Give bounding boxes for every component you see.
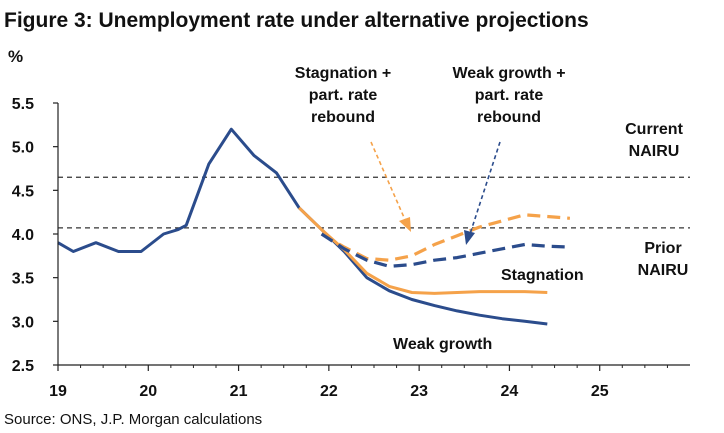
- y-tick-label-3.0: 3.0: [12, 314, 34, 331]
- x-tick-label-21: 21: [230, 383, 248, 400]
- y-tick-label-3.5: 3.5: [12, 271, 34, 288]
- reference-lines: [58, 176, 690, 229]
- x-tick-label-23: 23: [410, 383, 428, 400]
- x-tick-label-24: 24: [501, 383, 519, 400]
- label-weak-growth: Weak growth: [393, 336, 492, 353]
- weak-growth-rebound-arrow: [469, 141, 501, 235]
- y-tick-label-4.5: 4.5: [12, 183, 34, 200]
- y-tick-label-5.5: 5.5: [12, 96, 34, 113]
- label-stagnation-rebound: Stagnation + part. rate rebound: [295, 65, 391, 126]
- y-tick-label-4.0: 4.0: [12, 227, 34, 244]
- weak-growth-rebound-arrowhead: [464, 230, 475, 245]
- label-current-nairu: Current NAIRU: [625, 121, 683, 160]
- series-line-0: [57, 127, 548, 326]
- chart-title: Figure 3: Unemployment rate under altern…: [4, 9, 589, 32]
- x-ticks: 19 20 21 22 23 24 25: [49, 365, 668, 400]
- y-tick-label-2.5: 2.5: [12, 358, 34, 375]
- series-line-2: [320, 213, 571, 262]
- source-note: Source: ONS, J.P. Morgan calculations: [4, 411, 262, 428]
- series-line-3: [320, 232, 570, 268]
- label-weak-growth-rebound: Weak growth + part. rate rebound: [452, 65, 565, 126]
- y-ticks: 2.5 3.0 3.5 4.0 4.5 5.0 5.5: [12, 96, 58, 375]
- x-tick-label-25: 25: [591, 383, 609, 400]
- stagnation-rebound-arrow: [370, 141, 407, 223]
- label-stagnation: Stagnation: [501, 267, 584, 284]
- stagnation-rebound-arrowhead: [399, 217, 411, 232]
- y-axis-unit: %: [8, 47, 23, 66]
- x-tick-label-19: 19: [49, 383, 67, 400]
- series-layer: [57, 127, 571, 326]
- y-tick-label-5.0: 5.0: [12, 140, 34, 157]
- x-tick-label-22: 22: [320, 383, 338, 400]
- x-tick-label-20: 20: [139, 383, 157, 400]
- label-prior-nairu: Prior NAIRU: [638, 240, 689, 279]
